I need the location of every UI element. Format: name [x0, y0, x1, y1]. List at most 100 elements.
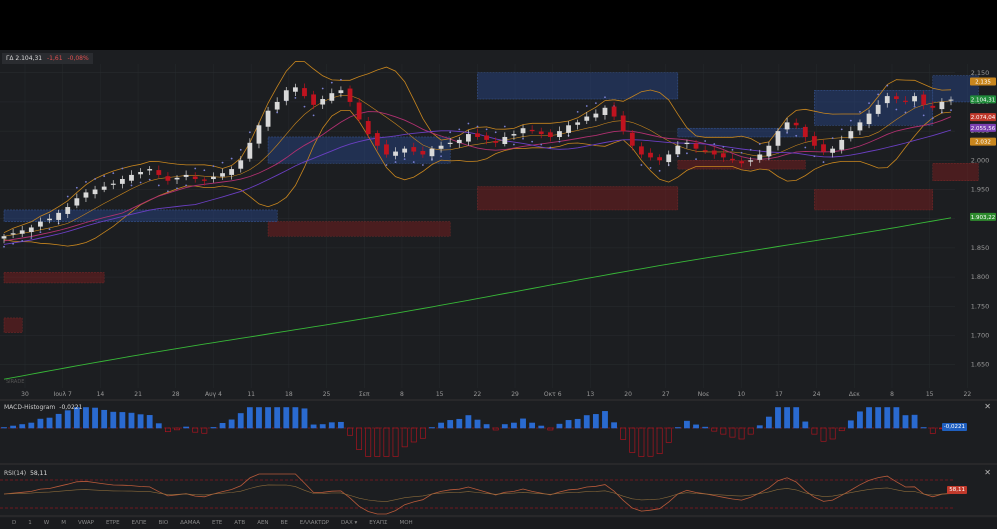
candle-body	[456, 139, 462, 144]
macd-value: -0,0221	[59, 404, 83, 411]
psar-dot	[695, 158, 697, 161]
candle-body	[793, 122, 799, 126]
y-tick-label: 1.650	[971, 361, 990, 369]
ticker-symbol: ΓΔ	[6, 55, 14, 62]
psar-dot	[494, 131, 497, 134]
toolbar-item-13[interactable]: ΕΛΛΑΚΤΩΡ	[299, 520, 330, 526]
toolbar-item-10[interactable]: ΑΤΒ	[234, 520, 246, 526]
toolbar-item-14[interactable]: DAX ▾	[341, 520, 358, 526]
toolbar-item-12[interactable]: ΒΕ	[280, 520, 288, 526]
candle-body	[893, 96, 899, 100]
toolbar-item-4[interactable]: VWAP	[77, 520, 94, 526]
psar-dot	[704, 140, 707, 142]
candle-body	[939, 101, 945, 110]
candle-body	[38, 221, 43, 227]
price-label-bg	[970, 212, 996, 221]
psar-dot	[48, 228, 51, 231]
candle-body	[384, 144, 389, 155]
candle-body	[211, 176, 216, 180]
toolbar-item-15[interactable]: ΕΥΑΠΣ	[369, 520, 388, 526]
macd-bar	[228, 419, 235, 429]
x-tick-label: 27	[662, 391, 670, 398]
macd-bar	[319, 424, 326, 429]
y-tick-label: 1.950	[971, 186, 990, 194]
macd-bar	[64, 410, 71, 429]
macd-bar	[274, 407, 281, 429]
macd-bar	[73, 407, 80, 429]
zone-supply	[267, 221, 451, 237]
toolbar-item-1[interactable]: 1	[28, 520, 32, 526]
psar-dot	[394, 161, 397, 163]
psar-dot	[276, 111, 279, 114]
price-chart[interactable]: 2.1502.1002.0502.0001.9501.9001.8501.800…	[0, 50, 997, 529]
toolbar-item-2[interactable]: W	[43, 520, 50, 526]
zone-supply	[3, 272, 105, 284]
candle-body	[821, 144, 826, 152]
candle-body	[666, 154, 672, 163]
psar-dot	[531, 140, 534, 143]
macd-bar	[392, 427, 399, 457]
x-tick-label: 20	[624, 391, 632, 398]
toolbar-item-9[interactable]: ΕΤΕ	[211, 520, 223, 526]
psar-dot	[950, 109, 952, 112]
candle-body	[830, 148, 836, 153]
psar-dot	[21, 239, 24, 242]
macd-bar	[137, 414, 144, 429]
macd-bar	[46, 417, 53, 429]
lower-band	[3, 110, 952, 247]
candle-body	[502, 136, 508, 145]
psar-dot	[594, 102, 597, 105]
macd-bar	[165, 427, 171, 433]
x-tick-label: 30	[21, 391, 29, 398]
y-tick-label: 2.150	[971, 69, 990, 77]
macd-bar	[847, 420, 854, 429]
macd-bar	[684, 420, 690, 429]
macd-close-icon[interactable]: ✕	[984, 402, 991, 411]
toolbar-item-0[interactable]: D	[12, 520, 17, 526]
toolbar-item-16[interactable]: ΜΟΗ	[399, 520, 413, 526]
candle-body	[520, 128, 526, 134]
macd-bar	[374, 427, 381, 457]
candle-body	[201, 179, 207, 181]
psar-dot	[831, 137, 834, 140]
macd-bar	[246, 407, 253, 429]
macd-bar	[929, 427, 936, 434]
candle-body	[356, 102, 362, 120]
macd-bar	[911, 414, 918, 429]
macd-bar	[693, 424, 699, 429]
candle-body	[475, 133, 480, 137]
toolbar-item-7[interactable]: ΒΙΟ	[158, 520, 169, 526]
psar-dot	[185, 184, 188, 187]
candle-body	[484, 135, 490, 140]
macd-bar	[656, 427, 663, 454]
toolbar-item-3[interactable]: M	[61, 520, 66, 526]
candle-body	[220, 173, 225, 177]
psar-dot	[813, 155, 816, 158]
psar-dot	[157, 184, 160, 187]
candle-body	[420, 150, 426, 155]
candle-body	[92, 189, 98, 195]
macd-bar	[838, 427, 845, 432]
y-tick-label: 1.800	[971, 273, 990, 281]
price-label-bg	[970, 123, 996, 132]
x-tick-label: Οκτ 6	[544, 391, 562, 398]
toolbar-item-8[interactable]: ΔΑΜΑΑ	[180, 520, 200, 526]
candle-body	[538, 131, 544, 135]
watermark: SIRADE	[6, 379, 24, 385]
candle-body	[547, 132, 553, 137]
candle-body	[183, 174, 189, 177]
price-label-bg	[970, 113, 996, 122]
psar-dot	[94, 178, 96, 180]
toolbar-item-6[interactable]: ΕΛΠΕ	[131, 520, 147, 526]
candle-body	[192, 176, 198, 180]
macd-bar	[756, 425, 763, 429]
psar-dot	[913, 105, 916, 108]
rsi-close-icon[interactable]: ✕	[984, 468, 991, 477]
toolbar-item-11[interactable]: ΑΕΝ	[257, 520, 269, 526]
toolbar-item-5[interactable]: ΕΤΡΕ	[105, 520, 120, 526]
psar-dot	[522, 137, 524, 140]
psar-dot	[713, 143, 716, 145]
price-label-bg	[970, 95, 996, 104]
psar-dot	[421, 164, 424, 166]
macd-label: MACD-Histogram -0,0221	[4, 404, 83, 411]
